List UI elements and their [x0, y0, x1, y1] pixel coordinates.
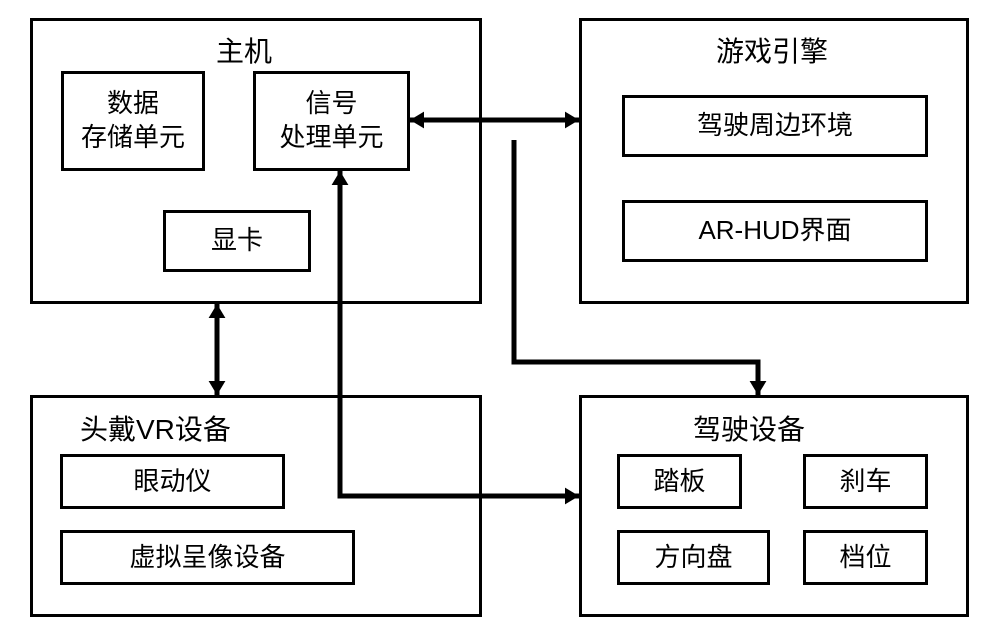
gpu-subbox: 显卡 [163, 210, 311, 272]
pedal-label: 踏板 [653, 465, 705, 499]
eyetrack-label: 眼动仪 [133, 465, 211, 499]
signal-label: 信号处理单元 [279, 87, 383, 155]
drive-title: 驾驶设备 [693, 408, 805, 448]
pedal-subbox: 踏板 [617, 454, 742, 509]
env-label: 驾驶周边环境 [697, 109, 853, 143]
brake-subbox: 刹车 [803, 454, 928, 509]
brake-label: 刹车 [839, 465, 891, 499]
vr-title: 头戴VR设备 [80, 408, 231, 448]
host-title: 主机 [216, 30, 272, 70]
arhud-subbox: AR-HUD界面 [622, 200, 928, 262]
vrdisp-subbox: 虚拟呈像设备 [60, 530, 355, 585]
vrdisp-label: 虚拟呈像设备 [129, 541, 285, 575]
storage-subbox: 数据存储单元 [61, 71, 205, 171]
eyetrack-subbox: 眼动仪 [60, 454, 285, 509]
arhud-label: AR-HUD界面 [698, 214, 851, 248]
wheel-subbox: 方向盘 [617, 530, 770, 585]
wheel-label: 方向盘 [654, 541, 732, 575]
signal-subbox: 信号处理单元 [253, 71, 410, 171]
storage-label: 数据存储单元 [81, 87, 185, 155]
env-subbox: 驾驶周边环境 [622, 95, 928, 157]
engine-title: 游戏引擎 [716, 30, 828, 70]
gear-subbox: 档位 [803, 530, 928, 585]
gpu-label: 显卡 [211, 224, 263, 258]
gear-label: 档位 [839, 541, 891, 575]
